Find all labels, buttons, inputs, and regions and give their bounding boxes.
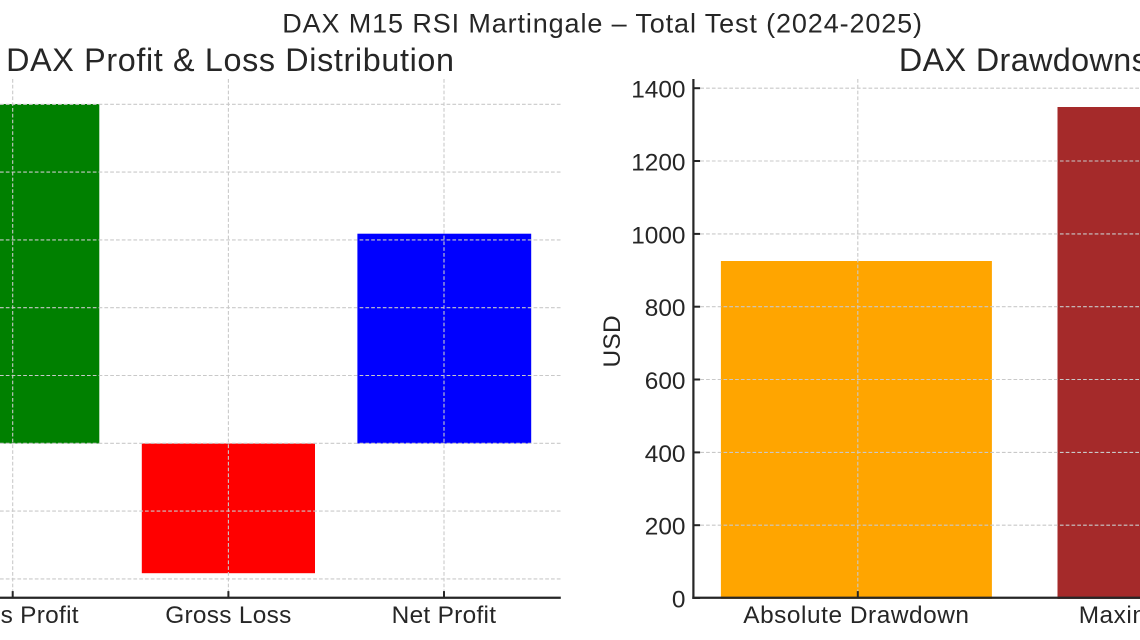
- svg-text:Gross Profit: Gross Profit: [0, 602, 79, 629]
- svg-text:Absolute Drawdown: Absolute Drawdown: [743, 602, 969, 629]
- svg-text:400: 400: [645, 441, 686, 468]
- svg-text:Maximal Drawdown: Maximal Drawdown: [1079, 602, 1140, 629]
- svg-text:DAX Drawdowns: DAX Drawdowns: [899, 42, 1140, 78]
- svg-text:USD: USD: [599, 315, 626, 367]
- svg-text:200: 200: [645, 514, 686, 541]
- svg-text:600: 600: [645, 368, 686, 395]
- svg-text:1000: 1000: [631, 222, 685, 249]
- svg-text:0: 0: [672, 587, 686, 614]
- svg-text:Gross Loss: Gross Loss: [165, 602, 291, 629]
- svg-text:DAX Profit & Loss Distribution: DAX Profit & Loss Distribution: [6, 42, 455, 78]
- svg-text:Net Profit: Net Profit: [392, 602, 497, 629]
- svg-text:1400: 1400: [631, 77, 685, 104]
- svg-text:800: 800: [645, 295, 686, 322]
- svg-text:DAX M15 RSI Martingale – Total: DAX M15 RSI Martingale – Total Test (202…: [282, 9, 923, 39]
- svg-text:1200: 1200: [631, 150, 685, 177]
